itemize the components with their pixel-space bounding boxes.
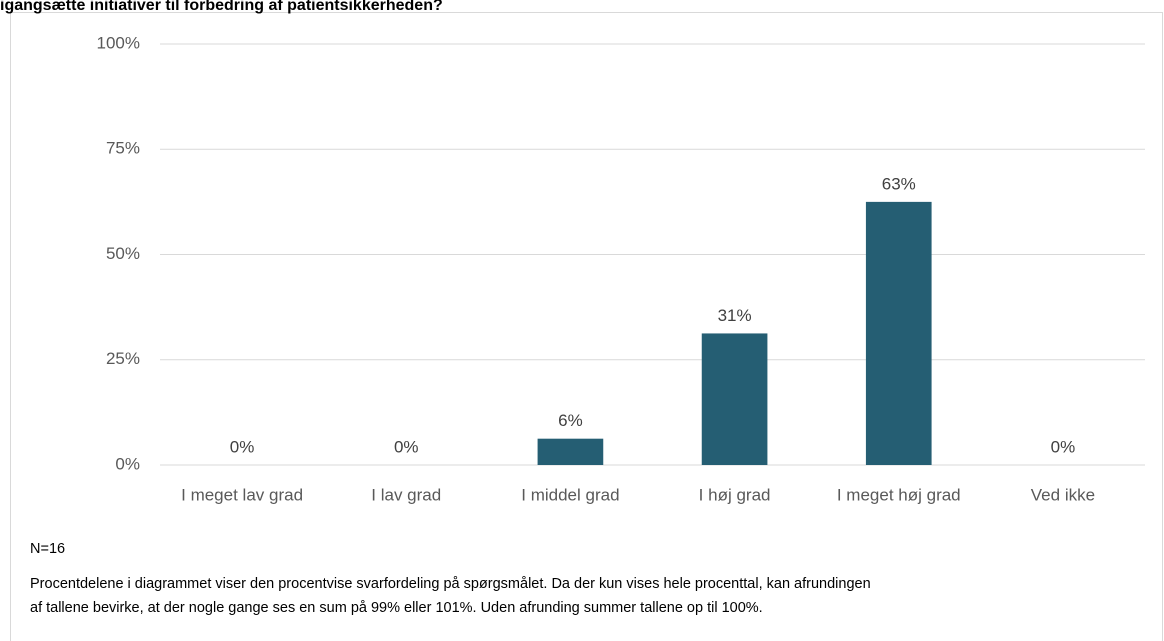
data-label: 31% (718, 306, 752, 325)
x-tick-label: I middel grad (521, 485, 619, 504)
note: Procentdelene i diagrammet viser den pro… (30, 576, 871, 592)
bar (701, 333, 768, 465)
chart-frame (10, 12, 1163, 641)
y-tick-label: 0% (115, 454, 140, 473)
x-tick-label: I meget lav grad (181, 485, 303, 504)
note: N=16 (30, 541, 65, 557)
data-label: 63% (882, 174, 916, 193)
data-label: 0% (394, 437, 419, 456)
x-tick-label: I høj grad (699, 485, 771, 504)
bar (537, 438, 604, 465)
x-tick-label: I meget høj grad (837, 485, 961, 504)
y-tick-label: 50% (106, 244, 140, 263)
chart-title: igangsætte initiativer til forbedring af… (0, 0, 443, 14)
y-tick-label: 75% (106, 139, 140, 158)
note: af tallene bevirke, at der nogle gange s… (30, 600, 763, 616)
data-label: 6% (558, 411, 583, 430)
x-tick-label: I lav grad (371, 485, 441, 504)
data-label: 0% (230, 437, 255, 456)
bar (865, 201, 932, 465)
y-tick-label: 25% (106, 349, 140, 368)
x-tick-label: Ved ikke (1031, 485, 1095, 504)
data-label: 0% (1051, 437, 1076, 456)
y-tick-label: 100% (97, 33, 140, 52)
